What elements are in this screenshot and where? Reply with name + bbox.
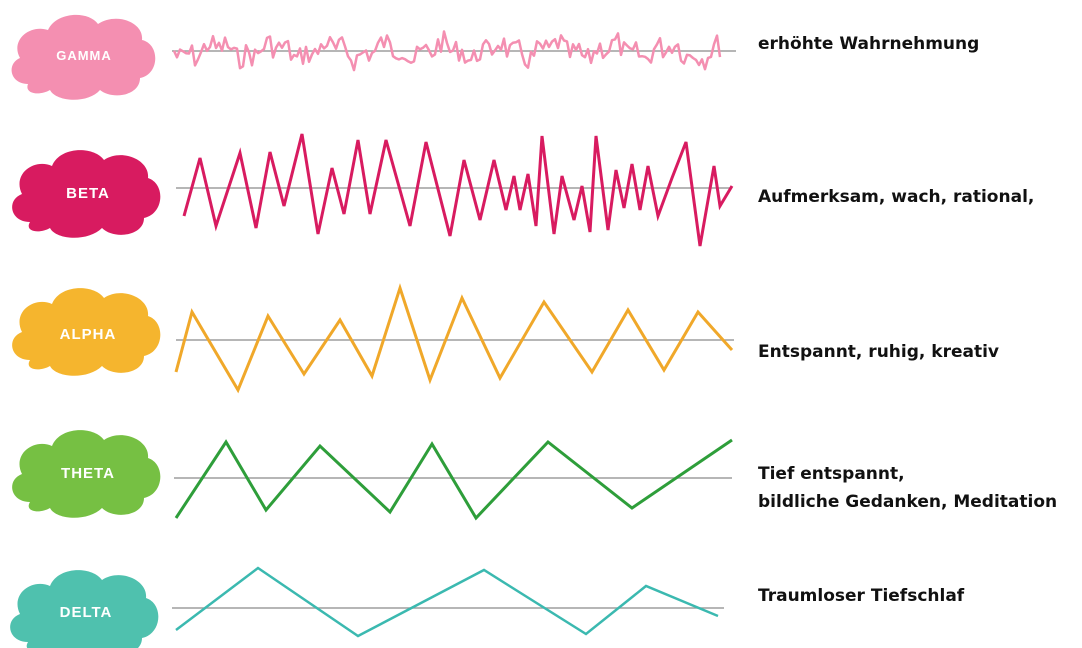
alpha-description: Entspannt, ruhig, kreativ [758,338,999,366]
beta-cloud [12,150,161,238]
alpha-cloud [12,288,161,376]
alpha-description-line: Entspannt, ruhig, kreativ [758,342,999,362]
wave-row-alpha: ALPHA [12,283,734,394]
gamma-wave [172,30,722,72]
beta-description: Aufmerksam, wach, rational, [758,183,1034,211]
wave-row-beta: BETA [12,133,734,247]
wave-row-theta: THETA [12,430,733,521]
delta-wave [175,566,719,638]
gamma-description-line: erhöhte Wahrnehmung [758,34,980,54]
delta-label: DELTA [60,604,113,621]
alpha-wave [174,283,734,394]
alpha-label: ALPHA [60,326,117,343]
theta-description-line-2: bildliche Gedanken, Meditation [758,492,1058,512]
theta-description: Tief entspannt, bildliche Gedanken, Medi… [758,460,1057,516]
theta-label: THETA [61,465,115,482]
gamma-description: erhöhte Wahrnehmung [758,30,979,58]
beta-label: BETA [66,185,110,202]
delta-cloud [10,570,159,648]
wave-row-delta: DELTA [10,566,724,648]
theta-description-line-1: Tief entspannt, [758,464,905,484]
beta-wave [182,133,734,247]
beta-description-line: Aufmerksam, wach, rational, [758,187,1035,207]
delta-description-line: Traumloser Tiefschlaf [758,586,965,606]
delta-description: Traumloser Tiefschlaf [758,582,964,610]
theta-wave [174,438,733,521]
theta-cloud [12,430,161,518]
gamma-label: GAMMA [56,48,112,63]
wave-row-gamma: GAMMA [11,14,736,100]
gamma-cloud [11,14,156,100]
